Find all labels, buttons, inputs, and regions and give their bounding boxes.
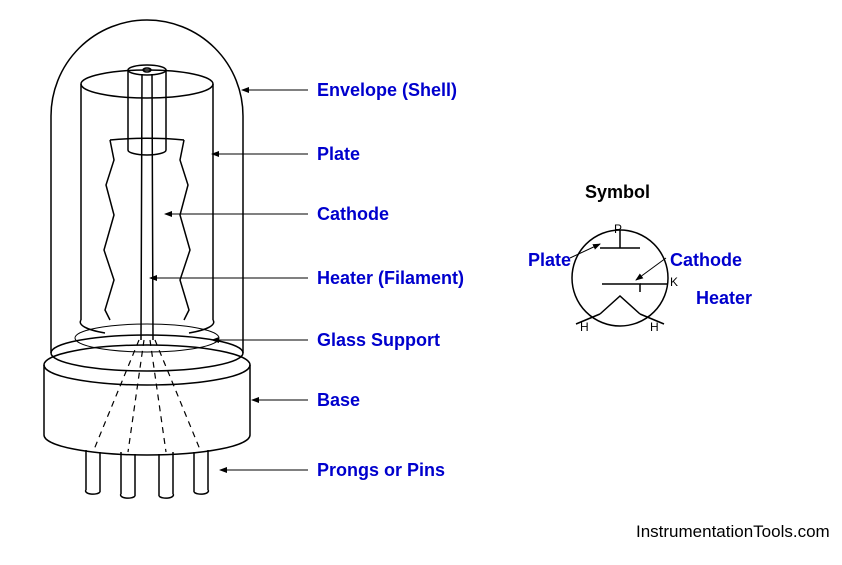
- internal-wires: [93, 340, 201, 452]
- label-base: Base: [317, 390, 360, 411]
- base: [44, 345, 250, 455]
- label-plate: Plate: [317, 144, 360, 165]
- tube-drawing: [44, 20, 250, 498]
- label-glass-support: Glass Support: [317, 330, 440, 351]
- label-prongs: Prongs or Pins: [317, 460, 445, 481]
- cathode: [128, 65, 166, 155]
- prongs: [86, 450, 209, 498]
- label-symbol-plate: Plate: [528, 250, 571, 271]
- label-symbol-cathode: Cathode: [670, 250, 742, 271]
- label-envelope: Envelope (Shell): [317, 80, 457, 101]
- plate: [80, 70, 213, 333]
- leader-symbol-cathode: [636, 258, 666, 280]
- pin-k: K: [670, 275, 678, 289]
- symbol-drawing: [572, 230, 668, 326]
- pin-h-right: H: [650, 320, 659, 334]
- label-cathode: Cathode: [317, 204, 389, 225]
- heater-filament: [141, 74, 153, 340]
- label-symbol-heater: Heater: [696, 288, 752, 309]
- pin-h-left: H: [580, 320, 589, 334]
- watermark: InstrumentationTools.com: [636, 522, 830, 542]
- symbol-title: Symbol: [585, 182, 650, 203]
- symbol-leaders: [570, 244, 666, 280]
- pin-p: P: [614, 222, 622, 236]
- leader-lines: [150, 90, 308, 470]
- label-heater: Heater (Filament): [317, 268, 464, 289]
